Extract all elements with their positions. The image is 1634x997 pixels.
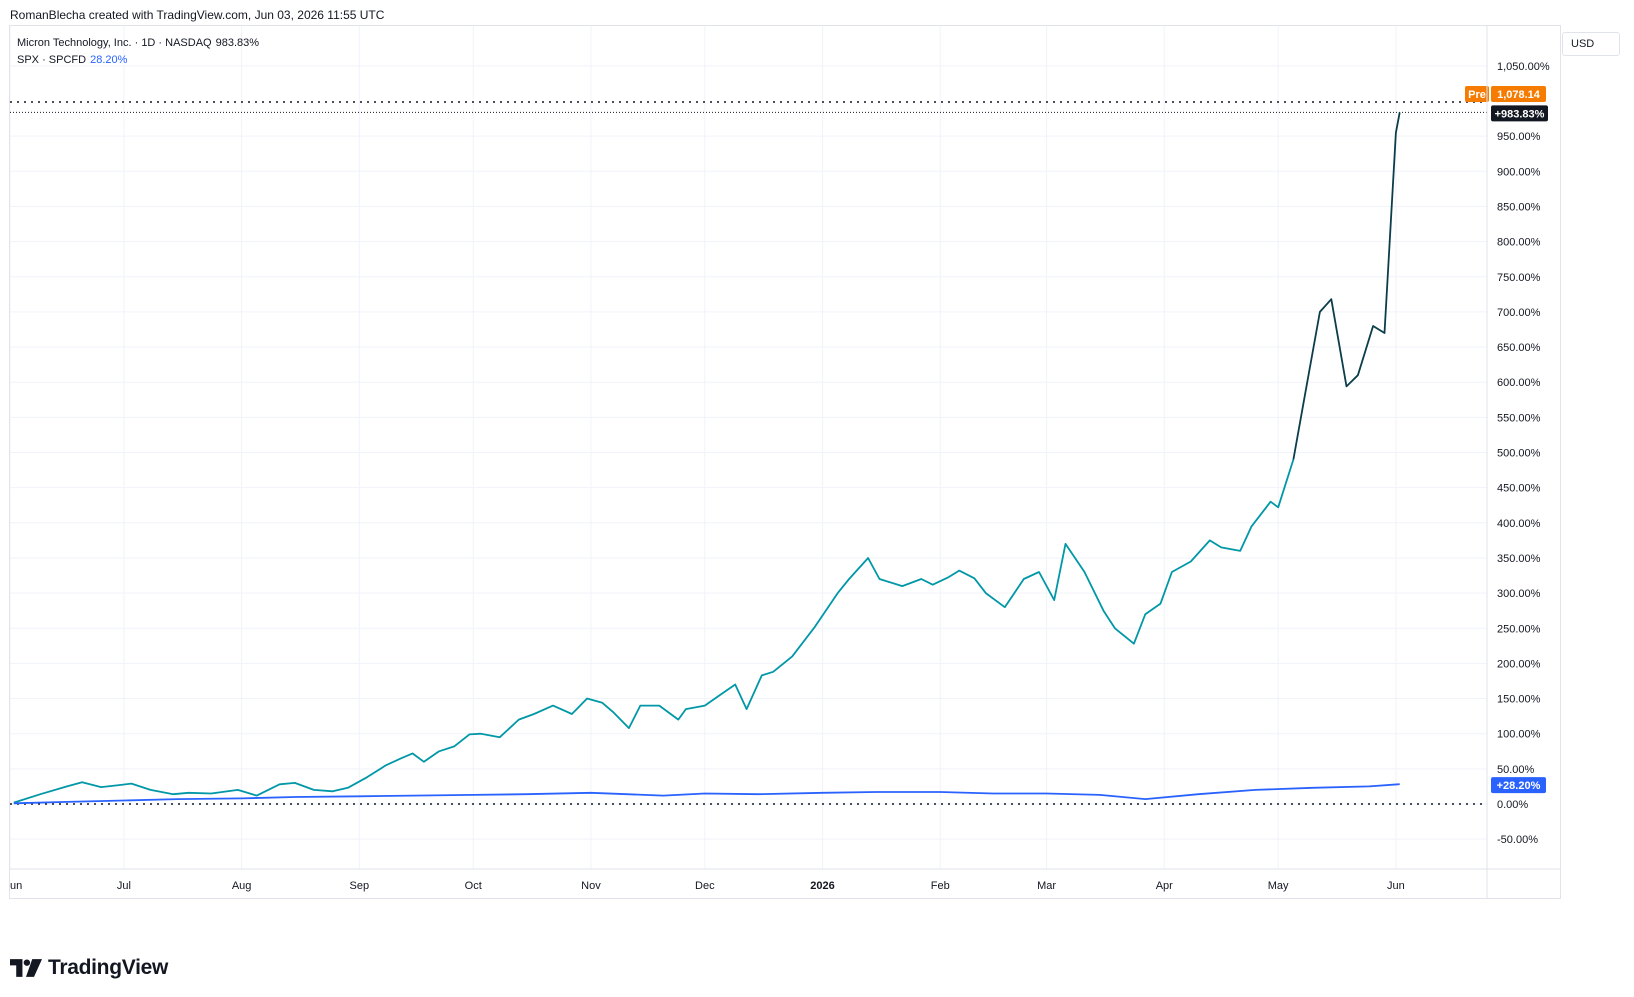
pre-label-badge-text: Pre xyxy=(1468,89,1486,101)
brand-name: TradingView xyxy=(48,956,169,979)
y-tick-label: 1,050.00% xyxy=(1497,61,1550,73)
y-tick-label: 400.00% xyxy=(1497,518,1541,530)
y-tick-label: 550.00% xyxy=(1497,412,1541,424)
y-tick-label: 350.00% xyxy=(1497,553,1541,565)
y-tick-label: 700.00% xyxy=(1497,307,1541,319)
y-tick-label: 750.00% xyxy=(1497,272,1541,284)
y-tick-label: 300.00% xyxy=(1497,588,1541,600)
pre-value-badge-bg xyxy=(1491,86,1546,102)
y-tick-label: 600.00% xyxy=(1497,377,1541,389)
y-tick-label: -50.00% xyxy=(1497,834,1538,846)
x-axis: un Jul Aug Sep Oct Nov Dec 2026 Feb Mar Apr May Jun xyxy=(10,880,1405,892)
y-tick-label: 500.00% xyxy=(1497,448,1541,460)
spx-line xyxy=(13,783,1400,805)
pre-value-badge-text: 1,078.14 xyxy=(1497,89,1541,101)
tradingview-logo-icon xyxy=(10,959,42,977)
price-badges: Pre 1,078.14 +983.83% +28.20% xyxy=(1465,86,1548,794)
chart-frame xyxy=(9,25,1561,899)
plot-background xyxy=(10,26,1560,898)
main-last-badge: +983.83% xyxy=(1491,105,1548,122)
main-last-badge-bg xyxy=(1491,105,1548,122)
y-tick-label: 0.00% xyxy=(1497,799,1528,811)
tradingview-brand: TradingView xyxy=(10,956,168,980)
legend-compare-name: SPX · SPCFD xyxy=(17,54,87,66)
compare-last-badge: +28.20% xyxy=(1491,777,1546,794)
y-tick-label: 900.00% xyxy=(1497,166,1541,178)
y-axis: 1,050.00% 950.00% 900.00% 850.00% 800.00% 750… xyxy=(1497,61,1550,846)
series-lines xyxy=(13,112,1401,805)
x-tick-label: Aug xyxy=(232,880,252,892)
x-tick-label: Feb xyxy=(931,880,950,892)
micron-line-early xyxy=(13,459,1295,804)
chart-legend: Micron Technology, Inc. · 1D · NASDAQ 983… xyxy=(17,35,259,69)
chart-credit: RomanBlecha created with TradingView.com… xyxy=(10,8,385,22)
y-tick-label: 250.00% xyxy=(1497,623,1541,635)
y-tick-label: 800.00% xyxy=(1497,237,1541,249)
y-tick-label: 50.00% xyxy=(1497,764,1535,776)
x-tick-label: Nov xyxy=(581,880,601,892)
pre-label-badge-bg xyxy=(1465,86,1489,102)
reference-lines xyxy=(10,101,1487,805)
x-tick-label: Sep xyxy=(350,880,370,892)
x-tick-label: un xyxy=(10,880,22,892)
y-tick-label: 650.00% xyxy=(1497,342,1541,354)
currency-selector[interactable]: USD xyxy=(1562,32,1620,56)
x-tick-label: Jun xyxy=(1387,880,1405,892)
pre-value-badge: 1,078.14 xyxy=(1491,86,1546,102)
x-tick-label: Dec xyxy=(695,880,715,892)
y-tick-label: 150.00% xyxy=(1497,694,1541,706)
legend-compare-value: 28.20% xyxy=(90,54,128,66)
x-tick-label: Oct xyxy=(465,880,482,892)
main-last-badge-text: +983.83% xyxy=(1495,108,1545,120)
x-tick-label: Apr xyxy=(1156,880,1173,892)
x-tick-label: 2026 xyxy=(810,880,834,892)
y-tick-label: 450.00% xyxy=(1497,483,1541,495)
legend-main-name: Micron Technology, Inc. · 1D · NASDAQ xyxy=(17,37,212,49)
x-tick-label: Jul xyxy=(117,880,131,892)
x-tick-label: Mar xyxy=(1037,880,1056,892)
compare-last-badge-bg xyxy=(1491,777,1546,794)
micron-line-recent xyxy=(1292,112,1401,460)
legend-compare-row[interactable]: SPX · SPCFD 28.20% xyxy=(17,52,259,69)
y-tick-label: 850.00% xyxy=(1497,201,1541,213)
x-tick-label: May xyxy=(1268,880,1289,892)
y-tick-label: 950.00% xyxy=(1497,131,1541,143)
y-tick-label: 200.00% xyxy=(1497,658,1541,670)
legend-main-row[interactable]: Micron Technology, Inc. · 1D · NASDAQ 983… xyxy=(17,35,259,52)
legend-main-value: 983.83% xyxy=(215,37,260,49)
compare-last-badge-text: +28.20% xyxy=(1497,780,1541,792)
y-tick-label: 100.00% xyxy=(1497,729,1541,741)
pre-label-badge: Pre xyxy=(1465,86,1489,102)
